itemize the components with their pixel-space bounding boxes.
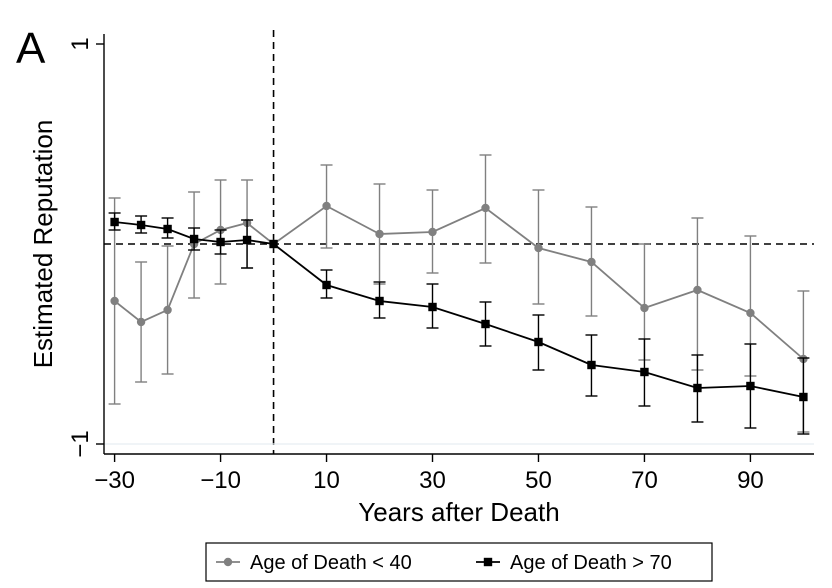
y-axis-label: Estimated Reputation	[28, 120, 58, 369]
series-2	[108, 212, 810, 435]
data-point	[189, 234, 199, 244]
panel-label: A	[16, 24, 46, 73]
x-tick-label: 90	[737, 467, 764, 494]
data-point	[587, 360, 596, 370]
data-point	[242, 235, 252, 245]
series-1	[108, 154, 810, 433]
data-point	[481, 319, 490, 329]
x-tick-label: 50	[525, 467, 552, 494]
x-tick-label: −10	[200, 467, 241, 494]
data-point	[693, 285, 702, 295]
data-point	[587, 257, 596, 267]
data-point	[322, 280, 331, 290]
data-point	[534, 337, 543, 347]
data-point	[746, 308, 755, 318]
series-layer	[108, 154, 810, 435]
data-point	[481, 203, 490, 213]
data-point	[799, 392, 808, 402]
legend-marker	[483, 557, 493, 567]
data-point	[136, 220, 146, 230]
data-point	[693, 383, 702, 393]
data-point	[322, 201, 331, 211]
x-tick-label: 10	[313, 467, 340, 494]
reference-lines	[104, 30, 814, 454]
legend-label: Age of Death < 40	[250, 552, 412, 574]
x-tick-label: 30	[419, 467, 446, 494]
data-point	[163, 305, 172, 315]
legend-marker	[223, 557, 233, 567]
data-point	[375, 296, 384, 306]
data-point	[640, 303, 649, 313]
legend-box	[205, 542, 713, 582]
data-point	[534, 243, 543, 253]
x-tick-label: −30	[94, 467, 135, 494]
data-point	[110, 296, 119, 306]
data-point	[746, 381, 755, 391]
y-tick-label: 1	[67, 37, 94, 50]
legend: Age of Death < 40 Age of Death > 70	[205, 542, 713, 582]
data-point	[428, 227, 437, 237]
series-line	[114, 221, 804, 398]
data-point	[216, 237, 225, 247]
data-point	[375, 229, 384, 239]
legend-label: Age of Death > 70	[510, 552, 672, 574]
data-point	[136, 317, 146, 327]
data-point	[269, 239, 278, 249]
x-tick-label: 70	[631, 467, 658, 494]
data-point	[163, 224, 172, 234]
data-point	[110, 217, 119, 227]
data-point	[428, 302, 437, 312]
axes: −30 −10 10 30 50 70 90 1 −1	[67, 34, 814, 494]
x-axis-label: Years after Death	[358, 497, 559, 527]
y-tick-label: −1	[67, 430, 94, 457]
data-point	[640, 367, 649, 377]
